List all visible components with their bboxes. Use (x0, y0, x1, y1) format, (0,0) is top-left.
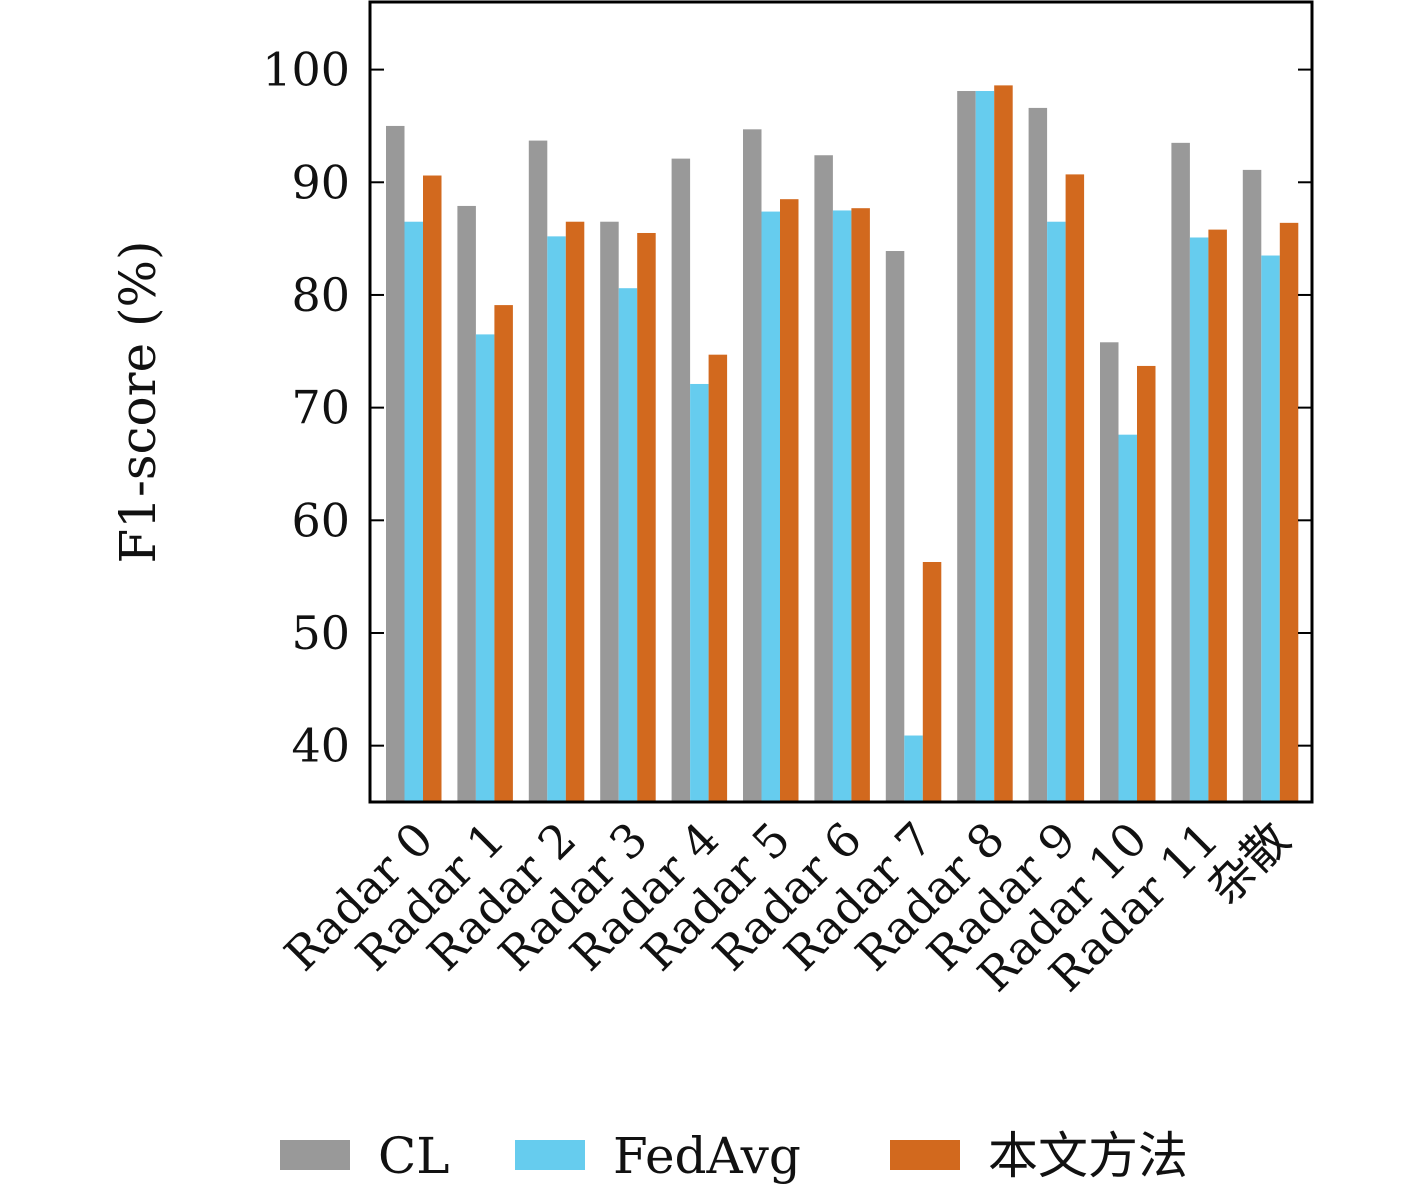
bar-本文方法-Radar 9 (1065, 174, 1085, 803)
legend-label: FedAvg (613, 1127, 801, 1185)
bar-本文方法-Radar 1 (494, 305, 513, 802)
y-tick-label: 100 (262, 43, 350, 97)
y-tick-label: 50 (291, 606, 350, 660)
bar-CL-Radar 7 (885, 251, 905, 802)
y-axis: 40 50 60 70 80 90 100 (262, 43, 1312, 773)
bar-FedAvg-Radar 0 (404, 221, 423, 802)
bar-本文方法-Radar 8 (994, 85, 1013, 803)
y-tick-label: 60 (291, 493, 350, 547)
bars-layer (386, 85, 1299, 803)
plot-frame (368, 0, 1314, 804)
bar-本文方法-杂散 (1279, 222, 1299, 802)
bar-FedAvg-Radar 3 (618, 288, 638, 803)
bar-FedAvg-Radar 11 (1189, 237, 1209, 803)
bar-CL-Radar 3 (600, 221, 619, 802)
bar-本文方法-Radar 7 (922, 562, 942, 802)
bar-CL-Radar 5 (743, 129, 762, 802)
bar-FedAvg-Radar 5 (761, 211, 780, 803)
bar-CL-Radar 4 (671, 158, 691, 802)
bar-FedAvg-杂散 (1261, 255, 1280, 803)
bar-本文方法-Radar 3 (637, 232, 656, 803)
bar-本文方法-Radar 0 (423, 175, 442, 803)
legend-swatch-2 (890, 1140, 960, 1170)
bar-本文方法-Radar 6 (851, 208, 870, 802)
bar-CL-Radar 10 (1100, 342, 1119, 802)
bar-FedAvg-Radar 2 (547, 236, 566, 802)
bar-CL-Radar 6 (814, 155, 833, 802)
bar-CL-杂散 (1242, 169, 1262, 802)
bar-本文方法-Radar 4 (708, 354, 728, 802)
bar-FedAvg-Radar 6 (832, 210, 852, 803)
bar-CL-Radar 9 (1028, 107, 1048, 803)
bar-FedAvg-Radar 8 (975, 91, 995, 802)
legend-swatch-0 (280, 1140, 350, 1170)
bar-CL-Radar 2 (528, 140, 548, 802)
bar-FedAvg-Radar 7 (904, 735, 923, 802)
bar-CL-Radar 0 (386, 125, 405, 802)
y-tick-label: 90 (291, 155, 350, 209)
bar-本文方法-Radar 11 (1208, 229, 1227, 802)
y-tick-label: 40 (291, 719, 350, 773)
legend: CL FedAvg 本文方法 (280, 1127, 1188, 1185)
bar-FedAvg-Radar 1 (475, 334, 495, 802)
bar-本文方法-Radar 2 (565, 221, 585, 802)
y-tick-label: 70 (291, 381, 350, 435)
legend-label: CL (378, 1127, 449, 1185)
bar-CL-Radar 11 (1171, 142, 1190, 802)
bar-CL-Radar 8 (957, 91, 976, 802)
legend-swatch-1 (515, 1140, 585, 1170)
bar-FedAvg-Radar 4 (690, 383, 709, 802)
legend-label: 本文方法 (988, 1127, 1188, 1185)
y-tick-label: 80 (291, 268, 350, 322)
bar-本文方法-Radar 10 (1137, 365, 1156, 802)
bar-FedAvg-Radar 10 (1118, 434, 1137, 802)
bar-CL-Radar 1 (457, 205, 476, 802)
bar-FedAvg-Radar 9 (1047, 221, 1066, 802)
bar-本文方法-Radar 5 (780, 199, 799, 802)
y-axis-label: F1-score (%) (109, 240, 167, 563)
x-tick-label: 杂散 (1197, 812, 1300, 915)
